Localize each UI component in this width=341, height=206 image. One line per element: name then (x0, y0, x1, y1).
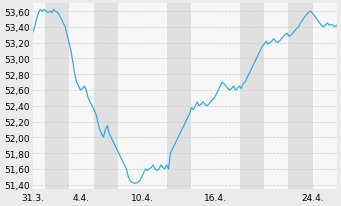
Bar (166, 4, 191, 189)
Bar (239, 4, 264, 189)
Bar (288, 4, 312, 189)
Bar (45, 4, 69, 189)
Bar (93, 4, 118, 189)
